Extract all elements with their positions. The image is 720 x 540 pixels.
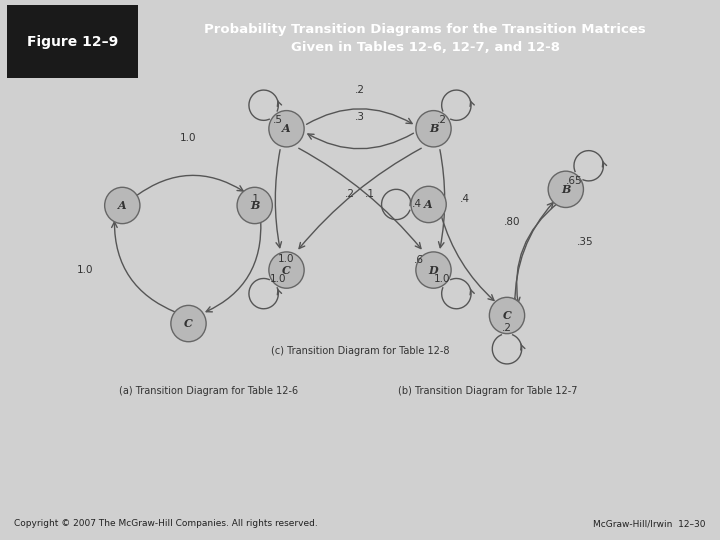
Text: .5: .5 [273, 115, 283, 125]
Text: .1: .1 [250, 194, 260, 205]
Text: B: B [250, 200, 259, 211]
Text: Probability Transition Diagrams for the Transition Matrices
Given in Tables 12-6: Probability Transition Diagrams for the … [204, 23, 646, 53]
Text: C: C [184, 318, 193, 329]
Circle shape [416, 252, 451, 288]
Circle shape [237, 187, 272, 224]
Text: .65: .65 [566, 176, 582, 186]
Text: Copyright © 2007 The McGraw-Hill Companies. All rights reserved.: Copyright © 2007 The McGraw-Hill Compani… [14, 519, 318, 528]
Text: .4: .4 [412, 199, 422, 210]
Text: A: A [282, 123, 291, 134]
Text: Figure 12–9: Figure 12–9 [27, 35, 118, 49]
Text: (c) Transition Diagram for Table 12-8: (c) Transition Diagram for Table 12-8 [271, 346, 449, 356]
Text: .80: .80 [504, 217, 520, 227]
Circle shape [269, 111, 304, 147]
Text: .2: .2 [355, 85, 365, 96]
Circle shape [411, 186, 446, 222]
Circle shape [269, 252, 304, 288]
Text: D: D [428, 265, 438, 275]
Text: 1.0: 1.0 [77, 265, 94, 274]
Text: C: C [282, 265, 291, 275]
Circle shape [490, 298, 525, 334]
Text: .6: .6 [414, 255, 424, 265]
Text: A: A [118, 200, 127, 211]
Text: (b) Transition Diagram for Table 12-7: (b) Transition Diagram for Table 12-7 [397, 386, 577, 396]
Text: B: B [429, 123, 438, 134]
Circle shape [104, 187, 140, 224]
Text: .2: .2 [345, 190, 355, 199]
Circle shape [171, 306, 206, 342]
Bar [7, 5, 138, 78]
Text: 1.0: 1.0 [433, 274, 450, 284]
Text: A: A [424, 199, 433, 210]
Text: .35: .35 [577, 237, 594, 247]
Text: 1.0: 1.0 [278, 254, 294, 265]
Text: 1.0: 1.0 [270, 274, 287, 284]
Circle shape [416, 111, 451, 147]
Text: McGraw-Hill/Irwin  12–30: McGraw-Hill/Irwin 12–30 [593, 519, 706, 528]
Text: B: B [561, 184, 570, 195]
Circle shape [548, 171, 583, 207]
Text: .1: .1 [365, 190, 375, 199]
Text: .3: .3 [355, 112, 365, 122]
Text: (a) Transition Diagram for Table 12-6: (a) Transition Diagram for Table 12-6 [119, 386, 297, 396]
Text: C: C [503, 310, 511, 321]
Text: .4: .4 [460, 194, 470, 205]
Text: .2: .2 [437, 115, 447, 125]
Text: .2: .2 [502, 322, 512, 333]
Text: 1.0: 1.0 [180, 133, 197, 143]
